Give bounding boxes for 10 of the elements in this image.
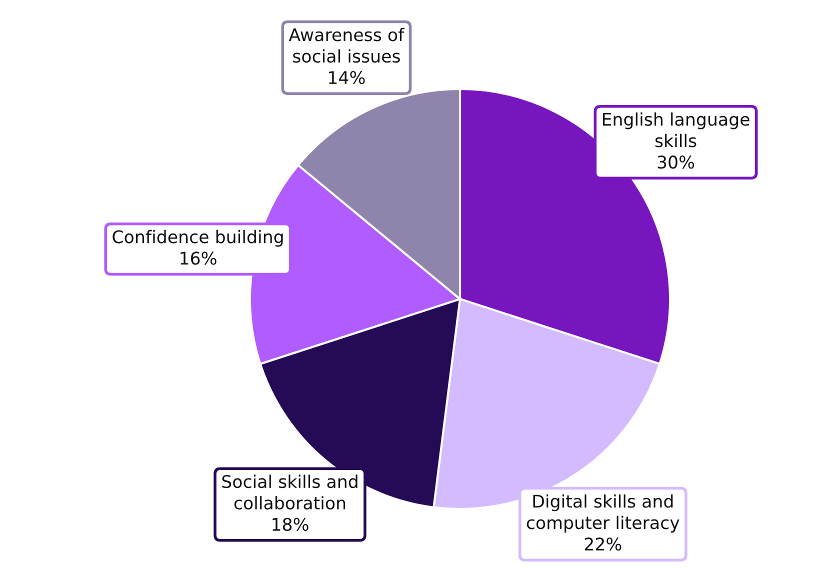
- data-label: 14%: [329, 71, 365, 84]
- data-label: 30%: [658, 156, 694, 169]
- slice-label: English language skills: [602, 112, 750, 148]
- data-label: 18%: [272, 518, 308, 531]
- data-label: 22%: [584, 538, 622, 551]
- slice-label: Digital skills and computer literacy: [526, 494, 680, 533]
- slice-label: Confidence building: [112, 230, 283, 247]
- slice-label: Social skills and collaboration: [222, 474, 358, 510]
- data-label: 16%: [180, 252, 216, 265]
- slice-label: Awareness of social issues: [288, 28, 405, 63]
